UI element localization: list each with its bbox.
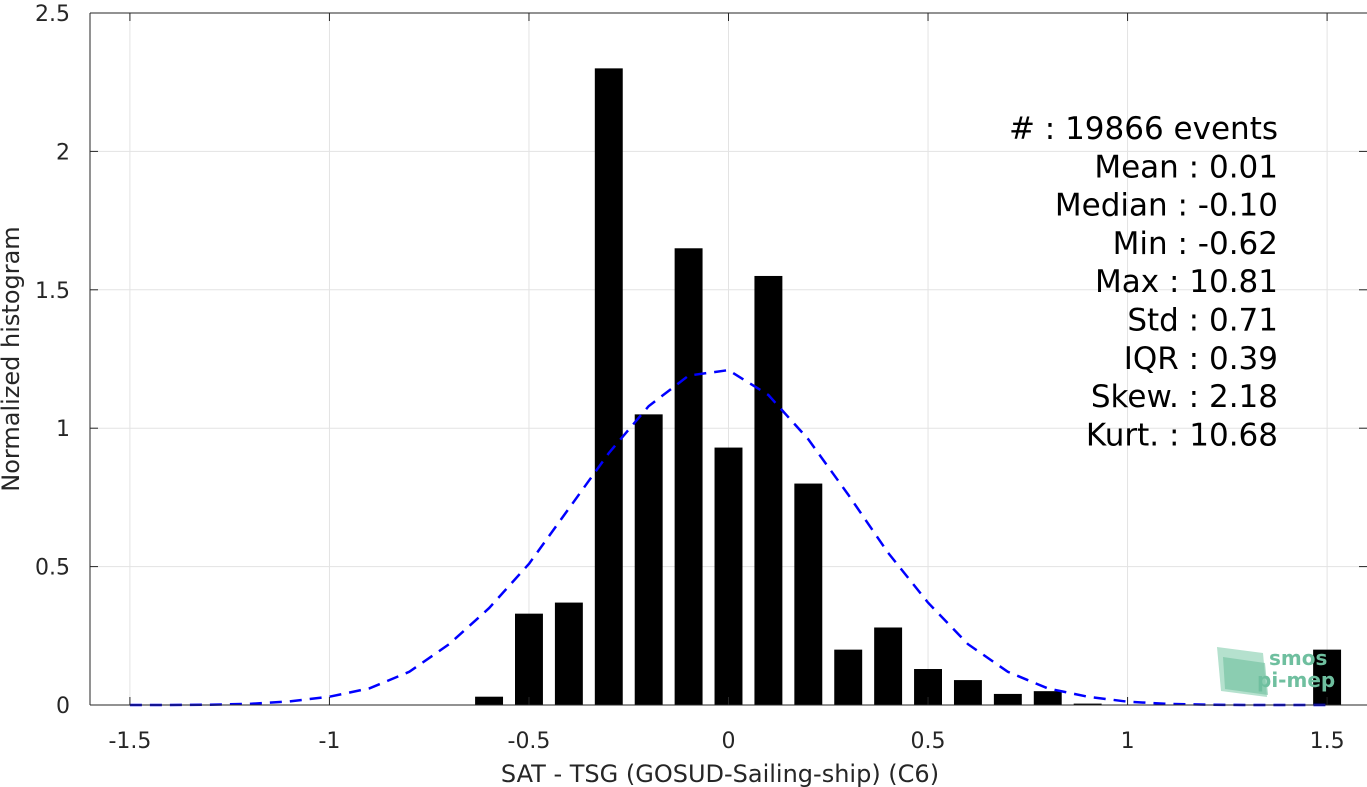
x-tick-label: -0.5 <box>508 729 551 754</box>
stats-line: Mean : 0.01 <box>1094 149 1278 185</box>
histogram-bar <box>993 693 1022 705</box>
x-tick-label: -1 <box>318 729 340 754</box>
x-tick-label: -1.5 <box>108 729 151 754</box>
histogram-bar <box>594 68 623 706</box>
histogram-bar <box>674 248 703 705</box>
x-tick-label: 1 <box>1121 729 1135 754</box>
y-tick-label: 1 <box>56 417 70 442</box>
histogram-bar <box>515 613 543 705</box>
histogram-bar <box>714 447 743 705</box>
x-tick-label: 1.5 <box>1310 729 1345 754</box>
histogram-bar <box>754 275 783 705</box>
stats-line: IQR : 0.39 <box>1124 341 1278 377</box>
y-tick-labels: 0 0.5 1 1.5 2 2.5 <box>35 2 70 719</box>
logo-wave-icon <box>1223 657 1268 695</box>
smos-pimep-logo: smos pi-mep <box>1217 646 1335 697</box>
stats-line: # : 19866 events <box>1009 111 1278 147</box>
y-tick-label: 0.5 <box>35 556 70 581</box>
histogram-bar <box>554 602 583 705</box>
x-tick-labels: -1.5 -1 -0.5 0 0.5 1 1.5 <box>108 729 1344 754</box>
logo-line2: pi-mep <box>1257 668 1335 692</box>
histogram-bar <box>794 483 823 705</box>
x-axis-title: SAT - TSG (GOSUD-Sailing-ship) (C6) <box>501 760 939 787</box>
stats-line: Min : -0.62 <box>1113 226 1278 262</box>
logo-line1: smos <box>1269 646 1327 670</box>
histogram-bar <box>1073 703 1102 705</box>
histogram-bars <box>475 68 1342 706</box>
histogram-bar <box>953 680 982 705</box>
axes <box>89 12 1367 706</box>
histogram-bar <box>475 696 504 705</box>
y-tick-label: 2 <box>56 140 70 165</box>
histogram-bar <box>1033 691 1062 705</box>
histogram-bar <box>834 649 863 705</box>
x-tick-label: 0.5 <box>911 729 946 754</box>
histogram-bar <box>874 627 903 705</box>
y-axis-title: Normalized histogram <box>0 226 25 491</box>
y-tick-label: 0 <box>56 694 70 719</box>
stats-line: Std : 0.71 <box>1127 303 1278 339</box>
histogram-bar <box>634 414 663 705</box>
stats-line: Median : -0.10 <box>1055 188 1278 224</box>
histogram-bar <box>1313 649 1342 705</box>
stats-line: Max : 10.81 <box>1095 264 1278 300</box>
x-tick-label: 0 <box>722 729 736 754</box>
y-tick-label: 1.5 <box>35 279 70 304</box>
stats-line: Kurt. : 10.68 <box>1086 417 1278 453</box>
y-tick-label: 2.5 <box>35 2 70 27</box>
stats-line: Skew. : 2.18 <box>1091 379 1278 415</box>
